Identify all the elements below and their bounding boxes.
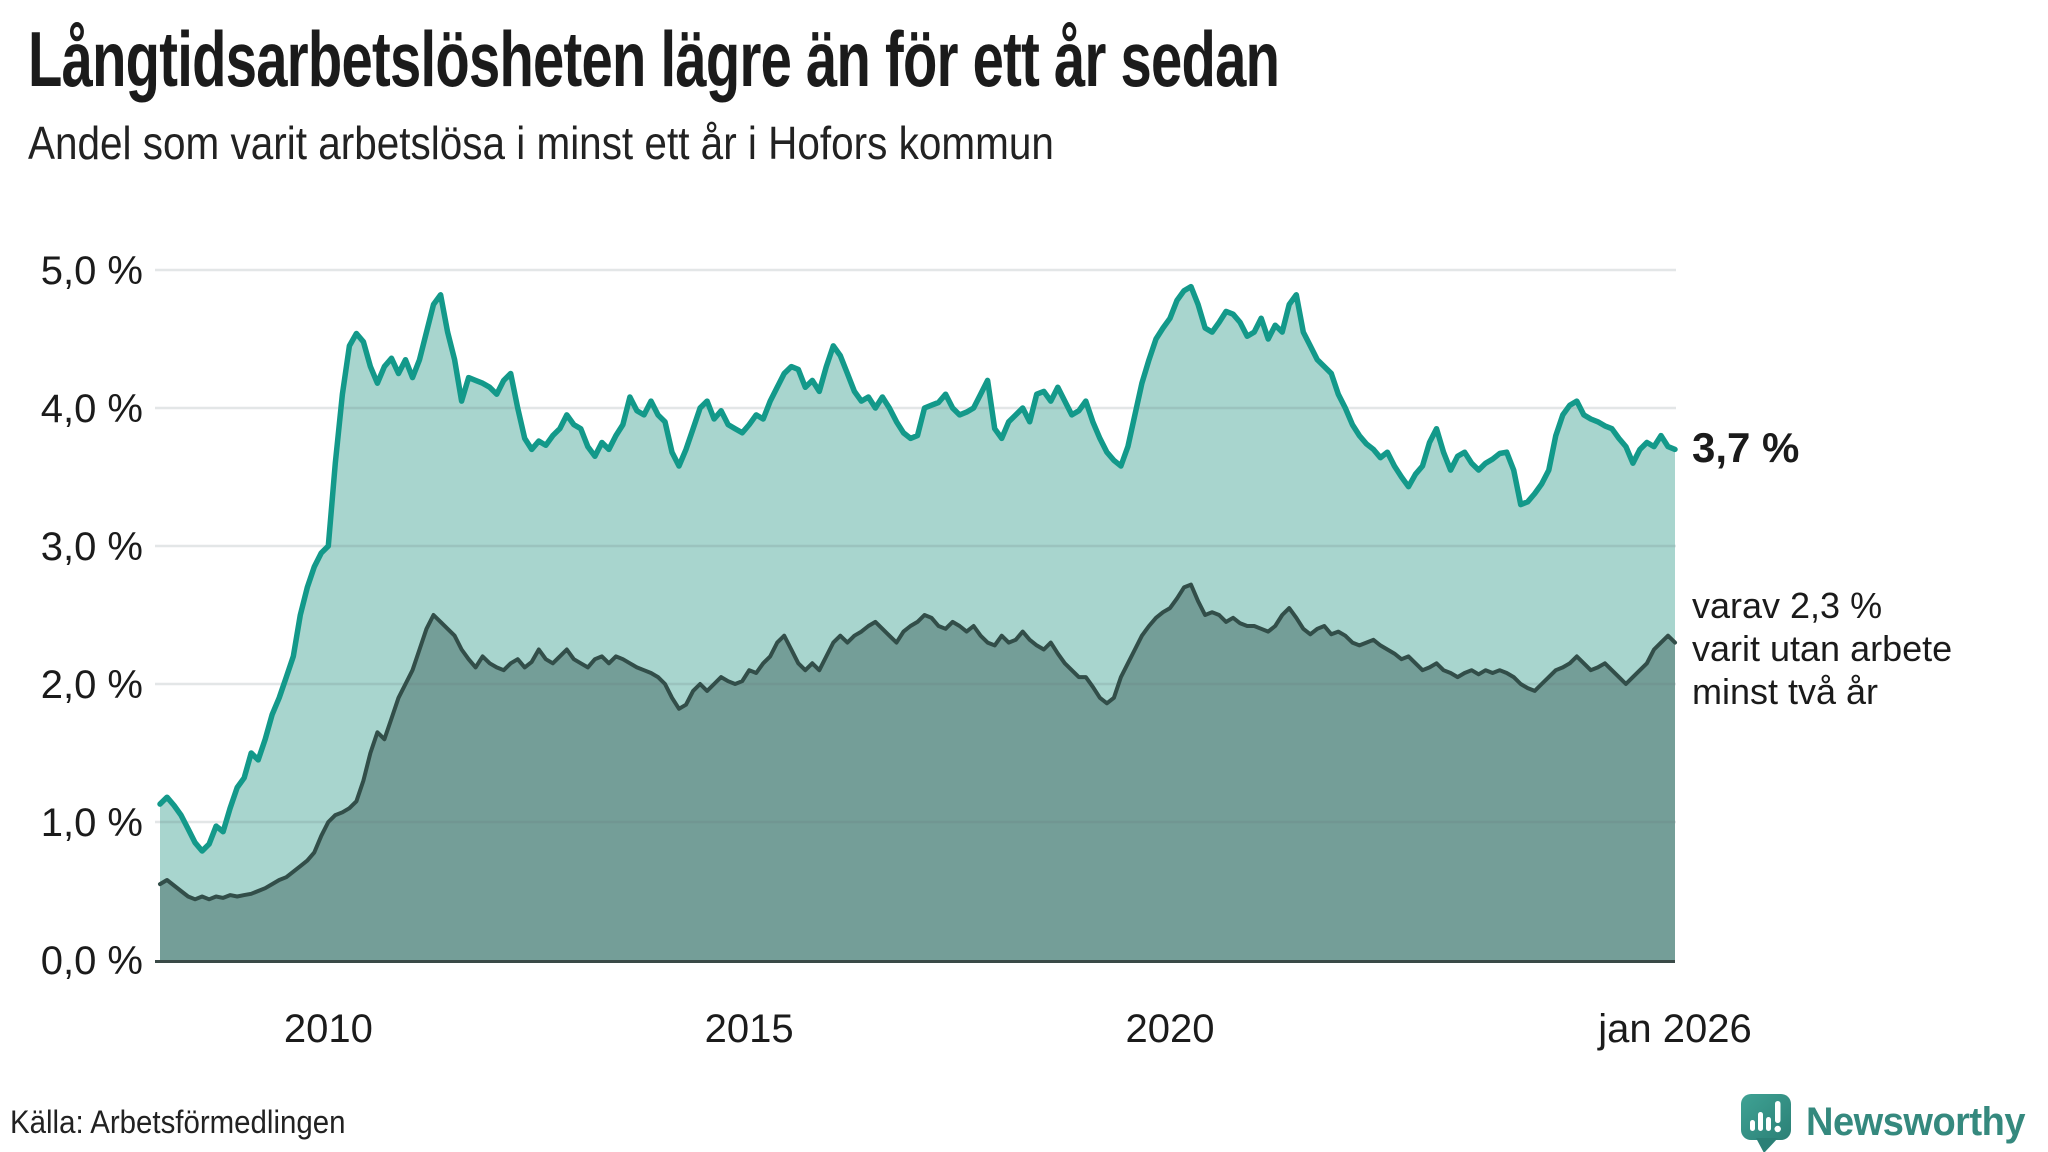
- series-area-1: [160, 584, 1675, 960]
- chart-gridlines: [155, 268, 1676, 824]
- y-axis-tick-labels: 0,0 % 1,0 % 2,0 % 3,0 % 4,0 % 5,0 %: [41, 249, 143, 983]
- x-tick-label-2015: 2015: [705, 1007, 794, 1051]
- exclamation-icon: [1774, 1101, 1781, 1133]
- newsworthy-logo: Newsworthy: [1738, 1092, 2037, 1152]
- x-tick-label-2020: 2020: [1126, 1007, 1215, 1051]
- x-tick-label-2010: 2010: [284, 1007, 373, 1051]
- x-tick-label-2026: jan 2026: [1597, 1007, 1751, 1051]
- bar-chart-icon: [1750, 1112, 1771, 1131]
- series-line-1: [158, 582, 1677, 902]
- newsworthy-logo-icon: [1741, 1094, 1791, 1152]
- end-value-secondary-line2: varit utan arbete: [1692, 628, 1953, 669]
- source-credit: Källa: Arbetsförmedlingen: [10, 1104, 346, 1140]
- y-tick-label-4: 4,0 %: [41, 387, 143, 431]
- newsworthy-logo-text: Newsworthy: [1806, 1099, 2026, 1144]
- end-value-label-primary: 3,7 %: [1692, 424, 1800, 471]
- end-value-label-secondary: varav 2,3 % varit utan arbete minst två …: [1692, 584, 1952, 713]
- logo-bubble: [1741, 1094, 1791, 1140]
- x-axis-tick-labels: 2010 2015 2020 jan 2026: [284, 1007, 1752, 1051]
- end-value-secondary-line3: minst två år: [1692, 671, 1879, 712]
- chart-series-lines: [157, 283, 1678, 902]
- y-tick-label-1: 1,0 %: [41, 801, 143, 845]
- y-tick-label-2: 2,0 %: [41, 663, 143, 707]
- end-value-secondary-line1: varav 2,3 %: [1692, 585, 1883, 626]
- page-title: Långtidsarbetslösheten lägre än för ett …: [28, 15, 1280, 103]
- y-tick-label-3: 3,0 %: [41, 525, 143, 569]
- series-line-0: [157, 283, 1678, 854]
- logo-bubble-tail: [1756, 1138, 1778, 1152]
- y-tick-label-0: 0,0 %: [41, 939, 143, 983]
- chart-subtitle: Andel som varit arbetslösa i minst ett å…: [28, 117, 1054, 169]
- y-tick-label-5: 5,0 %: [41, 249, 143, 293]
